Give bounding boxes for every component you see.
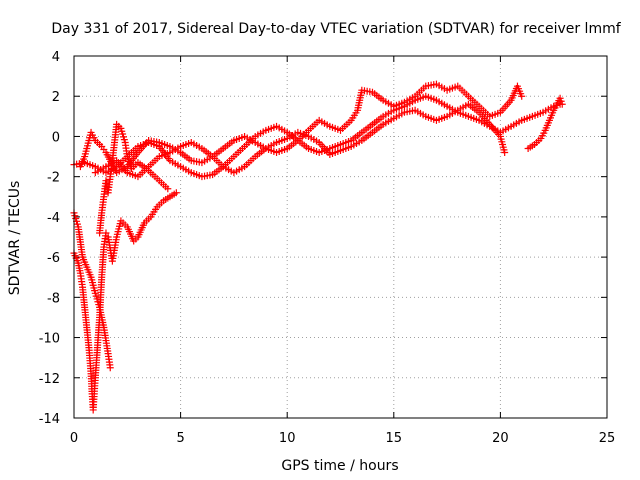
data-point-marker [164, 185, 172, 193]
chart-title: Day 331 of 2017, Sidereal Day-to-day VTE… [51, 21, 621, 37]
x-tick-label: 20 [492, 431, 509, 446]
y-tick-label: 0 [52, 130, 60, 145]
series-track-6 [96, 120, 172, 237]
x-tick-label: 0 [70, 431, 78, 446]
y-tick-label: -8 [47, 291, 60, 306]
data-point-marker [558, 100, 566, 108]
data-point-marker [518, 92, 526, 100]
y-tick-label: -4 [47, 211, 60, 226]
data-markers [70, 80, 566, 414]
y-tick-label: -6 [47, 251, 60, 266]
x-axis-label: GPS time / hours [281, 458, 398, 474]
y-tick-label: -12 [39, 372, 60, 387]
series-track-2 [76, 80, 526, 177]
y-tick-label: 4 [52, 50, 60, 65]
data-point-marker [172, 189, 180, 197]
series-track-5 [70, 189, 180, 414]
y-tick-label: -14 [39, 412, 60, 427]
x-tick-label: 5 [176, 431, 184, 446]
plot-frame [73, 55, 608, 419]
x-tick-label: 15 [386, 431, 403, 446]
y-tick-labels: -14 -12 -10 -8 -6 -4 -2 0 2 4 [39, 50, 60, 427]
x-tick-label: 10 [279, 431, 296, 446]
data-point-marker [557, 97, 565, 105]
x-tick-labels: 0 5 10 15 20 25 [70, 431, 615, 446]
series-track-7 [524, 94, 566, 153]
grid-lines [74, 56, 607, 418]
y-tick-label: 2 [52, 90, 60, 105]
data-point-marker [106, 364, 114, 372]
series-track-4 [70, 209, 114, 372]
y-tick-label: -10 [39, 332, 60, 347]
series-track-3 [91, 100, 509, 181]
data-point-marker [102, 229, 110, 237]
y-tick-label: -2 [47, 171, 60, 186]
y-axis-label: SDTVAR / TECUs [7, 181, 23, 296]
data-point-marker [556, 94, 564, 102]
data-point-marker [501, 149, 509, 157]
x-tick-label: 25 [599, 431, 616, 446]
axis-ticks [73, 55, 608, 419]
